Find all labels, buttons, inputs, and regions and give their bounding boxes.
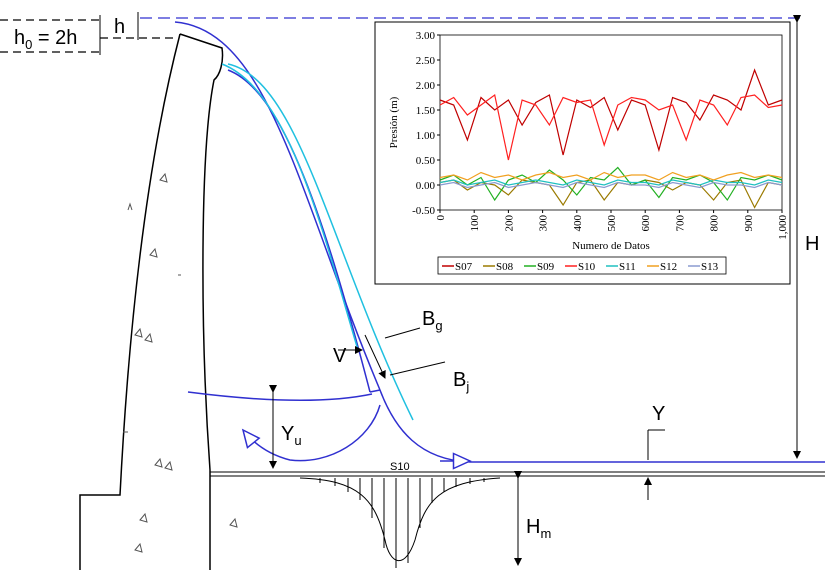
x-tick-label: 1,000 bbox=[777, 215, 789, 240]
y-tick-label: 1.50 bbox=[416, 105, 436, 117]
y-tick-label: -0.50 bbox=[412, 205, 435, 217]
label-part: Y bbox=[652, 403, 665, 425]
label-part: S10 bbox=[390, 461, 410, 473]
y-tick-label: 0.50 bbox=[416, 155, 436, 167]
y-axis-label: Presión (m) bbox=[388, 96, 400, 148]
label-H: H bbox=[805, 233, 819, 255]
label-part: V bbox=[333, 345, 347, 367]
x-tick-label: 0 bbox=[435, 215, 447, 221]
x-tick-label: 300 bbox=[538, 215, 550, 232]
label-part: Y bbox=[281, 423, 294, 445]
label-V: V bbox=[333, 345, 347, 367]
inset-chart: 3.00 2.50 2.00 1.50 1.00 0.50 0.00 -0.500 100 200… bbox=[375, 22, 790, 284]
legend-label: S09 bbox=[537, 261, 555, 273]
x-tick-label: 800 bbox=[709, 215, 721, 232]
label-S10: S10 bbox=[390, 461, 410, 473]
x-tick-label: 200 bbox=[503, 215, 515, 232]
label-sub: u bbox=[294, 433, 301, 448]
legend-label: S07 bbox=[455, 261, 473, 273]
pressure-distribution bbox=[300, 478, 500, 568]
label-part: B bbox=[453, 369, 466, 391]
label-h0: h0 = 2h bbox=[14, 27, 77, 52]
label-part: = 2h bbox=[32, 27, 77, 49]
label-part: H bbox=[805, 233, 819, 255]
label-part: h bbox=[14, 27, 25, 49]
label-Hm: Hm bbox=[526, 516, 551, 541]
dam-texture bbox=[123, 174, 237, 552]
legend-label: S13 bbox=[701, 261, 719, 273]
label-sub: j bbox=[465, 379, 469, 394]
x-tick-label: 600 bbox=[640, 215, 652, 232]
label-part: B bbox=[422, 308, 435, 330]
y-tick-label: 2.50 bbox=[416, 55, 436, 67]
label-Bj: Bj bbox=[453, 369, 469, 394]
x-tick-label: 500 bbox=[606, 215, 618, 232]
x-tick-label: 700 bbox=[674, 215, 686, 232]
label-part: H bbox=[526, 516, 540, 538]
y-tick-label: 3.00 bbox=[416, 30, 436, 42]
label-Yu: Yu bbox=[281, 423, 302, 448]
x-axis-label: Numero de Datos bbox=[572, 240, 650, 252]
label-sub: g bbox=[435, 318, 442, 333]
y-tick-label: 2.00 bbox=[416, 80, 436, 92]
legend-label: S10 bbox=[578, 261, 596, 273]
label-Bg: Bg bbox=[422, 308, 443, 333]
label-Y: Y bbox=[652, 403, 665, 425]
label-sub: 0 bbox=[25, 37, 32, 52]
label-h: h bbox=[114, 16, 125, 38]
legend-label: S08 bbox=[496, 261, 514, 273]
x-tick-label: 900 bbox=[743, 215, 755, 232]
x-tick-label: 100 bbox=[469, 215, 481, 232]
label-sub: m bbox=[540, 526, 551, 541]
legend-label: S12 bbox=[660, 261, 677, 273]
y-tick-label: 1.00 bbox=[416, 130, 436, 142]
legend-label: S11 bbox=[619, 261, 636, 273]
x-tick-label: 400 bbox=[572, 215, 584, 232]
y-tick-label: 0.00 bbox=[416, 180, 436, 192]
label-part: h bbox=[114, 16, 125, 38]
diagram: h0 = 2h h H Bg V Bj Yu Y Hm S10 3.002.50… bbox=[0, 0, 825, 570]
